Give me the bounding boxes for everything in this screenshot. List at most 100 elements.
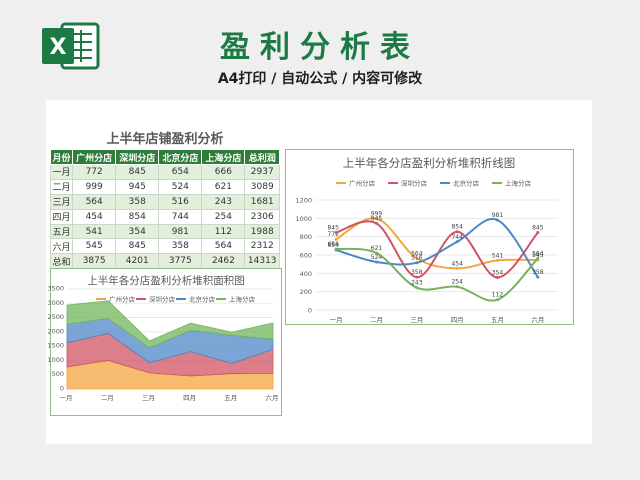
data-label: 541	[492, 252, 504, 259]
value-cell: 744	[158, 208, 203, 225]
value-cell: 3875	[72, 253, 117, 270]
legend-label: 广州分店	[109, 295, 136, 304]
value-cell: 354	[115, 223, 160, 240]
table-header-cell: 广州分店	[72, 149, 117, 165]
x-tick-label: 二月	[370, 316, 383, 323]
value-cell: 1681	[244, 193, 280, 210]
data-point	[375, 260, 378, 264]
data-label: 854	[451, 224, 463, 231]
data-point	[536, 275, 540, 279]
table-row: 六月 545 845 358 564 2312	[49, 238, 280, 255]
value-cell: 654	[158, 164, 203, 180]
data-point	[375, 216, 378, 220]
table-row: 四月 454 854 744 254 2306	[49, 208, 280, 225]
area-chart-panel: 上半年各分店盈利分析堆积面积图 广州分店 深圳分店 北京分店 上海分店	[50, 268, 282, 416]
data-point	[334, 237, 338, 241]
x-tick-label: 一月	[330, 316, 343, 323]
value-cell: 772	[72, 164, 117, 180]
table-title: 上半年店铺盈利分析	[106, 132, 224, 147]
logo-letter: X	[50, 35, 67, 60]
value-cell: 621	[201, 178, 246, 195]
series-area	[66, 300, 274, 349]
value-cell: 254	[201, 208, 246, 225]
data-point	[415, 286, 419, 290]
data-label: 621	[371, 245, 383, 252]
data-label: 564	[411, 250, 423, 257]
value-cell: 545	[72, 238, 117, 255]
data-point	[334, 247, 338, 251]
value-cell: 14313	[244, 253, 280, 270]
value-cell: 4201	[115, 253, 160, 270]
data-point	[334, 231, 338, 235]
profit-table: 月份 广州分店 深圳分店 北京分店 上海分店 总利润 一月 772 845 654 666 2937…	[49, 149, 280, 270]
table-row: 二月 999 945 524 621 3089	[49, 178, 280, 195]
value-cell: 999	[72, 178, 117, 195]
data-label: 243	[411, 280, 423, 287]
y-tick-label: 800	[300, 233, 312, 241]
data-label: 454	[451, 260, 463, 267]
y-tick-label: 1000	[295, 215, 312, 223]
data-label: 772	[327, 231, 339, 238]
row-label-cell: 二月	[49, 178, 74, 195]
value-cell: 854	[115, 208, 160, 225]
data-point	[496, 218, 499, 222]
data-point	[415, 261, 419, 265]
table-header-cell: 月份	[49, 149, 74, 165]
value-cell: 516	[158, 193, 203, 210]
data-label: 545	[532, 252, 544, 259]
data-point	[536, 256, 540, 260]
data-label: 254	[451, 279, 463, 286]
data-label: 945	[371, 215, 383, 222]
legend-label: 北京分店	[453, 179, 480, 188]
page-subtitle: A4打印 / 自动公式 / 内容可修改	[217, 71, 423, 87]
table-row: 总和 3875 4201 3775 2462 14313	[49, 253, 280, 270]
value-cell: 2937	[244, 164, 280, 180]
data-label: 112	[492, 292, 504, 299]
data-point	[496, 298, 499, 302]
data-point	[455, 240, 459, 244]
legend-label: 深圳分店	[401, 179, 428, 188]
series-line	[335, 218, 539, 278]
value-cell: 2312	[244, 238, 280, 255]
value-cell: 541	[72, 223, 117, 240]
data-point	[455, 230, 459, 234]
data-label: 744	[451, 234, 463, 241]
x-tick-label: 三月	[410, 316, 423, 323]
table-header-cell: 上海分店	[201, 149, 246, 165]
data-point	[415, 256, 419, 260]
table-header-cell: 总利润	[244, 149, 280, 165]
series-line	[335, 217, 538, 270]
data-label: 845	[532, 225, 544, 232]
data-label: 845	[327, 225, 339, 232]
table-header-cell: 北京分店	[158, 149, 203, 165]
chart-title: 上半年各分店盈利分析堆积折线图	[343, 156, 516, 170]
y-tick-label: 1200	[295, 197, 312, 205]
value-cell: 564	[72, 193, 117, 210]
data-label: 358	[411, 269, 423, 276]
value-cell: 845	[115, 164, 160, 180]
legend-label: 深圳分店	[149, 295, 176, 304]
data-point	[455, 266, 459, 270]
value-cell: 945	[115, 178, 160, 195]
x-tick-label: 六月	[531, 315, 544, 323]
data-point	[496, 276, 499, 280]
chart-title: 上半年各分店盈利分析堆积面积图	[87, 274, 245, 287]
data-label: 524	[371, 254, 383, 261]
data-point	[496, 258, 499, 262]
x-tick-label: 四月	[451, 316, 464, 323]
row-label-cell: 一月	[49, 164, 74, 180]
data-point	[375, 251, 378, 255]
y-tick-label: 600	[300, 252, 312, 260]
value-cell: 564	[201, 238, 246, 255]
data-point	[455, 285, 459, 289]
value-cell: 243	[201, 193, 246, 210]
data-label: 999	[371, 210, 383, 217]
value-cell: 1988	[244, 223, 280, 240]
value-cell: 2462	[201, 253, 246, 270]
row-label-cell: 四月	[49, 208, 74, 225]
legend-label: 上海分店	[505, 179, 532, 188]
x-tick-label: 五月	[491, 316, 504, 323]
table-row: 一月 772 845 654 666 2937	[49, 164, 280, 180]
value-cell: 981	[158, 223, 203, 240]
